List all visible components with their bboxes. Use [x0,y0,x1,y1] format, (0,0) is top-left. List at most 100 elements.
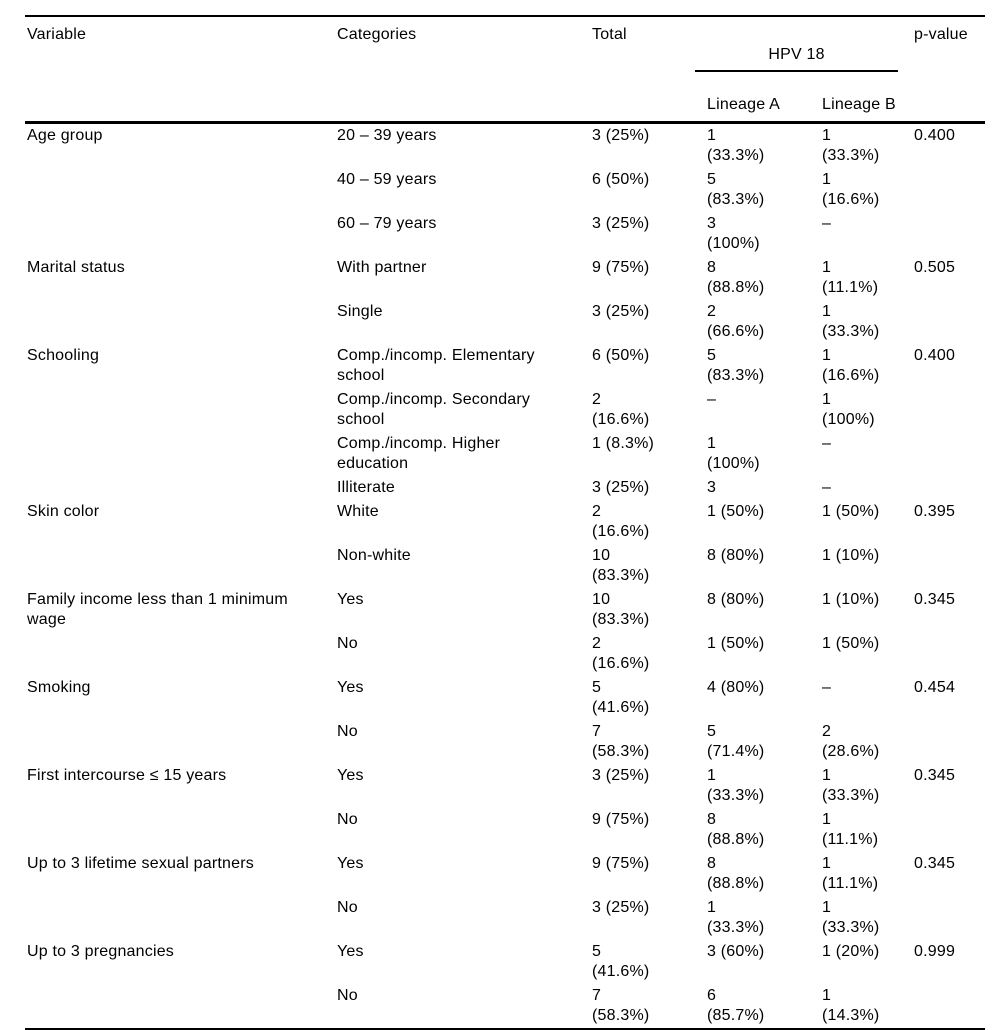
table-row: No 3 (25%) 1 (33.3%) 1 (33.3%) [25,896,985,940]
category-cell: Single [337,303,383,320]
lineage-b-cell: – [822,479,832,496]
total-cell: 6 (50%) [592,171,650,188]
lineage-a-cell: 6 (85.7%) [707,987,765,1024]
lineage-b-cell: – [822,679,832,696]
header-row-1: Variable Categories Total HPV 18 p-value [25,16,985,92]
category-cell: With partner [337,259,427,276]
total-cell: 2 (16.6%) [592,635,650,672]
variable-cell: Family income less than 1 minimum wage [27,591,288,628]
lineage-a-cell: 1 (33.3%) [707,767,765,804]
p-value-cell [912,808,985,852]
lineage-a-cell: 1 (50%) [707,503,765,520]
table-row: Smoking Yes 5 (41.6%) 4 (80%) – 0.454 [25,676,985,720]
category-cell: Yes [337,855,364,872]
lineage-a-cell: 5 (83.3%) [707,347,765,384]
total-cell: 10 (83.3%) [592,591,650,628]
category-cell: No [337,723,358,740]
variable-cell [25,984,335,1029]
variable-cell [25,300,335,344]
variable-cell: Skin color [27,503,100,520]
total-cell: 3 (25%) [592,899,650,916]
p-value-cell [912,544,985,588]
category-cell: No [337,811,358,828]
p-value-cell: 0.400 [914,127,956,144]
lineage-a-cell: 1 (33.3%) [707,127,765,164]
lineage-b-cell: 1 (16.6%) [822,171,880,208]
header-row-2: Lineage A Lineage B [25,92,985,123]
lineage-a-cell: 8 (88.8%) [707,259,765,296]
col-header-total: Total [592,26,627,43]
lineage-b-cell: – [822,435,832,452]
total-cell: 10 (83.3%) [592,547,650,584]
table-row: Up to 3 lifetime sexual partners Yes 9 (… [25,852,985,896]
variable-cell [25,896,335,940]
category-cell: 40 – 59 years [337,171,437,188]
p-value-cell: 0.345 [914,767,956,784]
lineage-b-cell: 1 (20%) [822,943,880,960]
table-row: First intercourse ≤ 15 years Yes 3 (25%)… [25,764,985,808]
p-value-cell [912,476,985,500]
p-value-cell: 0.999 [914,943,956,960]
table-row: No 7 (58.3%) 6 (85.7%) 1 (14.3%) [25,984,985,1029]
category-cell: Yes [337,591,364,608]
category-cell: No [337,899,358,916]
lineage-a-cell: – [707,391,717,408]
lineage-a-cell: 5 (71.4%) [707,723,765,760]
category-cell: Yes [337,679,364,696]
lineage-a-cell: 1 (100%) [707,435,760,472]
p-value-cell [912,984,985,1029]
col-header-lineage-a: Lineage A [707,96,780,113]
lineage-a-cell: 8 (80%) [707,591,765,608]
category-cell: No [337,635,358,652]
variable-cell [25,544,335,588]
table-row: Illiterate 3 (25%) 3 – [25,476,985,500]
table-row: Schooling Comp./incomp. Elementary schoo… [25,344,985,388]
variable-cell [25,432,335,476]
lineage-b-cell: 1 (14.3%) [822,987,880,1024]
total-cell: 2 (16.6%) [592,391,650,428]
lineage-a-cell: 3 (100%) [707,215,760,252]
variable-cell [25,476,335,500]
table-row: Comp./incomp. Secondary school 2 (16.6%)… [25,388,985,432]
table-row: 60 – 79 years 3 (25%) 3 (100%) – [25,212,985,256]
lineage-a-cell: 8 (88.8%) [707,855,765,892]
lineage-b-cell: 1 (33.3%) [822,303,880,340]
p-value-cell [912,632,985,676]
p-value-cell: 0.400 [914,347,956,364]
table-row: Single 3 (25%) 2 (66.6%) 1 (33.3%) [25,300,985,344]
p-value-cell [912,388,985,432]
hpv18-group-label: HPV 18 [695,45,898,72]
variable-cell [25,388,335,432]
total-cell: 5 (41.6%) [592,943,650,980]
lineage-b-cell: – [822,215,832,232]
table-row: No 7 (58.3%) 5 (71.4%) 2 (28.6%) [25,720,985,764]
total-cell: 7 (58.3%) [592,987,650,1024]
category-cell: 60 – 79 years [337,215,437,232]
variable-cell [25,808,335,852]
category-cell: Non-white [337,547,411,564]
total-cell: 3 (25%) [592,215,650,232]
variable-cell: Age group [27,127,103,144]
p-value-cell [912,720,985,764]
p-value-cell: 0.395 [914,503,956,520]
table-row: Comp./incomp. Higher education 1 (8.3%) … [25,432,985,476]
category-cell: No [337,987,358,1004]
category-cell: Illiterate [337,479,396,496]
p-value-cell: 0.345 [914,855,956,872]
lineage-b-cell: 1 (11.1%) [822,811,879,848]
total-cell: 6 (50%) [592,347,650,364]
lineage-b-cell: 1 (100%) [822,391,875,428]
variable-cell: Marital status [27,259,125,276]
variable-cell: Schooling [27,347,100,364]
hpv18-lineage-table: Variable Categories Total HPV 18 p-value… [25,15,985,1030]
table-row: No 2 (16.6%) 1 (50%) 1 (50%) [25,632,985,676]
lineage-b-cell: 1 (33.3%) [822,899,880,936]
variable-cell [25,168,335,212]
total-cell: 2 (16.6%) [592,503,650,540]
lineage-a-cell: 8 (88.8%) [707,811,765,848]
total-cell: 7 (58.3%) [592,723,650,760]
table-row: Family income less than 1 minimum wage Y… [25,588,985,632]
lineage-a-cell: 3 (60%) [707,943,765,960]
variable-cell: Smoking [27,679,91,696]
lineage-b-cell: 1 (11.1%) [822,855,879,892]
